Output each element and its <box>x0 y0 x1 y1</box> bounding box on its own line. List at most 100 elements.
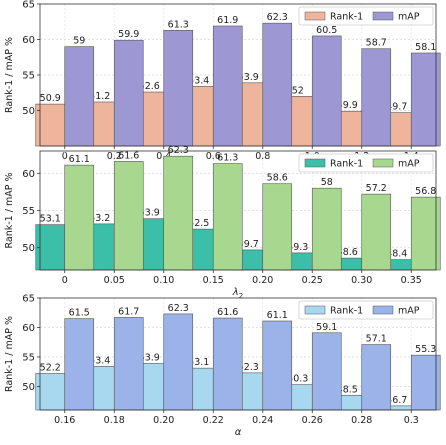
data-label: 55.3 <box>415 344 436 355</box>
bar-rank-1-0.16 <box>35 373 66 411</box>
legend-swatch <box>372 305 394 315</box>
data-label: 59 <box>73 36 85 47</box>
data-label: 61.3 <box>168 19 189 30</box>
x-tick-label: 0.35 <box>401 275 422 286</box>
x-tick-label: 0.05 <box>104 275 125 286</box>
data-label: 61.9 <box>217 15 238 26</box>
y-tick-label: 65 <box>22 0 35 11</box>
bar-map-0.4 <box>163 29 194 147</box>
y-tick-label: 55 <box>22 71 35 82</box>
legend-label: mAP <box>398 159 420 170</box>
plot-frame <box>39 297 437 411</box>
data-label: 61.1 <box>267 310 288 321</box>
legend-label: Rank-1 <box>330 12 363 23</box>
bar-rank-1-0 <box>35 224 66 271</box>
y-tick-label: 60 <box>22 169 35 180</box>
x-axis-label: α <box>235 427 242 438</box>
legend-swatch <box>304 305 326 315</box>
data-label: 58 <box>321 177 333 188</box>
data-label: 50.3 <box>287 374 308 385</box>
data-label: 49.7 <box>238 239 259 250</box>
data-label: 53.9 <box>139 208 160 219</box>
x-tick-label: 0.16 <box>54 415 75 426</box>
bar-map-0.05 <box>113 161 144 271</box>
data-label: 61.6 <box>217 307 238 318</box>
data-label: 53.1 <box>40 214 61 225</box>
bar-map-0.26 <box>311 332 342 411</box>
bar-map-0.28 <box>361 344 392 411</box>
data-label: 61.7 <box>118 306 139 317</box>
chart-panel-2: 53.1 53.2 53.9 52.5 49.7 49.3 48.6 48.4 61.1 61.6… <box>4 145 441 300</box>
bar-map-0.3 <box>410 354 441 411</box>
y-tick-label: 60 <box>22 323 35 334</box>
legend-box <box>298 6 434 26</box>
data-label: 48.6 <box>337 247 358 258</box>
bar-map-0.20 <box>163 313 194 411</box>
x-tick-label: 0.26 <box>302 415 323 426</box>
bar-map-0.30 <box>361 193 392 271</box>
data-label: 50.9 <box>40 93 61 104</box>
y-axis-label: Rank-1 / mAP % <box>4 37 15 113</box>
y-tick-label: 55 <box>22 352 35 363</box>
x-tick-label: 0.25 <box>302 275 323 286</box>
x-tick-label: 0.24 <box>252 415 273 426</box>
bar-map-0.18 <box>113 317 144 411</box>
x-tick-label: 0.10 <box>153 275 174 286</box>
bar-map-0.24 <box>262 320 293 411</box>
data-label: 61.5 <box>69 308 90 319</box>
bar-map-0.8 <box>262 22 293 147</box>
bar-map-0.2 <box>113 39 144 147</box>
chart-panel-1: 50.9 51.2 52.6 53.4 53.9 52 49.9 49.7 59 59.9 61.3… <box>4 0 441 176</box>
bar-map-0.6 <box>212 25 243 147</box>
y-tick-label: 50 <box>22 106 35 117</box>
x-tick-label: 0.3 <box>404 415 419 426</box>
data-label: 51.2 <box>89 91 110 102</box>
x-tick-label: 0.15 <box>203 275 224 286</box>
legend-label: mAP <box>398 306 420 317</box>
data-label: 61.1 <box>69 154 90 165</box>
data-label: 48.5 <box>337 384 358 395</box>
data-label: 49.7 <box>386 102 407 113</box>
legend-box <box>298 300 434 320</box>
x-tick-label: 0 <box>62 275 68 286</box>
data-label: 58.7 <box>366 38 387 49</box>
chart-panel-3: 52.2 53.4 53.9 53.1 52.3 50.3 48.5 46.7 61.5 61.7… <box>4 294 441 438</box>
y-tick-label: 60 <box>22 35 35 46</box>
bar-map-1.2 <box>361 48 392 147</box>
bar-map-0.20 <box>262 183 293 271</box>
data-label: 46.7 <box>386 395 407 406</box>
data-label: 58.6 <box>267 173 288 184</box>
x-tick-label: 0.18 <box>104 415 125 426</box>
x-tick-label: 0.22 <box>203 415 224 426</box>
x-tick-label: 0.20 <box>252 275 273 286</box>
x-tick-label: 0.20 <box>153 415 174 426</box>
x-axis-label-subscript: 2 <box>239 292 243 300</box>
y-axis-label: Rank-1 / mAP % <box>4 316 15 392</box>
data-label: 52.2 <box>40 362 61 373</box>
legend-box <box>298 153 434 173</box>
legend-swatch <box>304 11 326 21</box>
data-label: 53.9 <box>238 72 259 83</box>
data-label: 59.9 <box>118 29 139 40</box>
data-label: 48.4 <box>386 249 407 260</box>
data-label: 58.1 <box>415 42 436 53</box>
data-label: 61.6 <box>118 150 139 161</box>
data-label: 57.2 <box>366 183 387 194</box>
bar-map-0 <box>64 164 95 271</box>
bar-map-1.0 <box>311 35 342 147</box>
data-label: 49.3 <box>287 242 308 253</box>
data-label: 61.3 <box>217 153 238 164</box>
data-label: 49.9 <box>337 100 358 111</box>
data-label: 52 <box>292 85 304 96</box>
x-tick-label: 0.28 <box>351 415 372 426</box>
y-tick-label: 50 <box>22 243 35 254</box>
bar-map-0.22 <box>212 317 243 411</box>
data-label: 52.3 <box>238 362 259 373</box>
data-label: 53.4 <box>188 75 209 86</box>
bar-rank-1-0 <box>35 103 66 147</box>
bar-map-0 <box>64 46 95 147</box>
bar-map-0.15 <box>212 163 243 271</box>
data-label: 57.1 <box>366 334 387 345</box>
legend-label: mAP <box>398 12 420 23</box>
